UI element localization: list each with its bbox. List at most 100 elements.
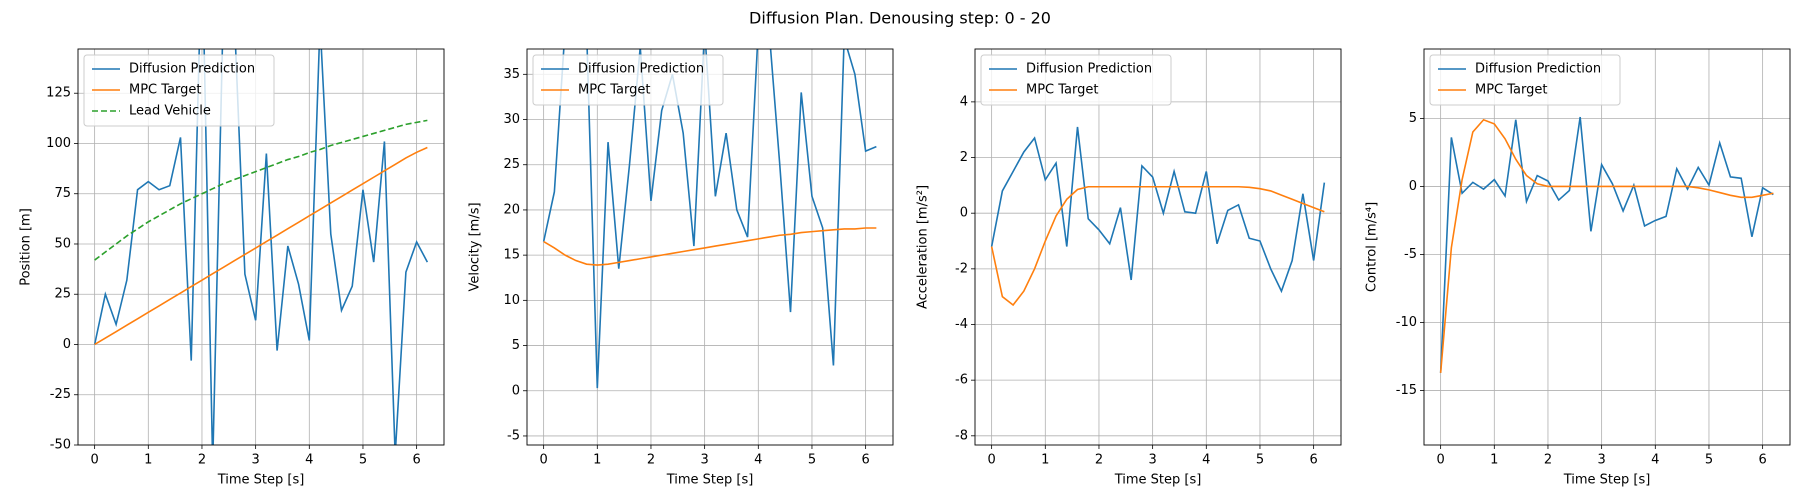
x-tick-label: 3 xyxy=(1597,453,1605,468)
y-tick-label: -50 xyxy=(50,438,71,453)
x-tick-label: 4 xyxy=(1651,453,1659,468)
legend-box xyxy=(532,54,724,106)
y-tick-label: 4 xyxy=(960,94,968,109)
plot-area xyxy=(1439,116,1774,373)
plot-area xyxy=(93,49,429,445)
legend-label: Lead Vehicle xyxy=(129,104,211,119)
y-tick-label: 50 xyxy=(54,236,71,251)
y-axis-label: Control [m/s⁴] xyxy=(1365,202,1380,292)
x-tick-label: 1 xyxy=(1041,453,1049,468)
axes-frame xyxy=(974,48,1342,446)
axes-frame xyxy=(77,48,445,446)
figure-title: Diffusion Plan. Denousing step: 0 - 20 xyxy=(749,9,1051,28)
legend-label: MPC Target xyxy=(1026,83,1098,98)
y-tick-label: -10 xyxy=(1396,315,1417,330)
series-line xyxy=(1439,116,1774,373)
y-tick-label: 2 xyxy=(960,150,968,165)
legend-label: MPC Target xyxy=(578,83,650,98)
series-line xyxy=(93,49,429,445)
x-tick-label: 4 xyxy=(1202,453,1210,468)
series-line xyxy=(990,126,1326,294)
x-tick-label: 3 xyxy=(1148,453,1156,468)
y-axis-label: Velocity [m/s] xyxy=(468,202,483,291)
legend-label: MPC Target xyxy=(129,83,201,98)
legend-label: Diffusion Prediction xyxy=(578,62,704,77)
x-tick-label: 2 xyxy=(1544,453,1552,468)
y-tick-label: -4 xyxy=(955,317,968,332)
legend-label: Diffusion Prediction xyxy=(1026,62,1152,77)
y-tick-label: -5 xyxy=(507,428,520,443)
y-tick-label: 125 xyxy=(46,86,71,101)
x-tick-label: 2 xyxy=(647,453,655,468)
x-tick-label: 2 xyxy=(1095,453,1103,468)
y-tick-label: 75 xyxy=(54,186,71,201)
plot-area xyxy=(542,49,877,389)
y-tick-label: -8 xyxy=(955,428,968,443)
x-tick-label: 6 xyxy=(861,453,869,468)
x-tick-label: 1 xyxy=(1490,453,1498,468)
y-tick-label: -2 xyxy=(955,261,968,276)
x-tick-label: 0 xyxy=(539,453,547,468)
y-tick-label: 0 xyxy=(960,206,968,221)
y-tick-label: 0 xyxy=(512,383,520,398)
x-tick-label: 2 xyxy=(198,453,206,468)
x-tick-label: 3 xyxy=(251,453,259,468)
legend-box xyxy=(83,54,275,127)
series-line xyxy=(542,49,877,389)
y-tick-label: -6 xyxy=(955,373,968,388)
subplot: 0 1 2 3 4 5 6 -15 -10 -5 0 5 Time Step [s] Control [m… xyxy=(1365,48,1791,488)
legend: Diffusion Prediction MPC Target xyxy=(532,54,724,106)
y-tick-label: 35 xyxy=(503,67,520,82)
y-tick-label: 20 xyxy=(503,202,520,217)
x-tick-label: 6 xyxy=(1758,453,1766,468)
axes-frame xyxy=(1423,48,1791,446)
legend-label: Diffusion Prediction xyxy=(1475,62,1601,77)
y-tick-label: 0 xyxy=(63,337,71,352)
legend-box xyxy=(980,54,1172,106)
x-tick-label: 1 xyxy=(593,453,601,468)
y-tick-label: 5 xyxy=(512,338,520,353)
y-tick-label: 25 xyxy=(503,157,520,172)
y-tick-label: 100 xyxy=(46,136,71,151)
x-axis-label: Time Step [s] xyxy=(1563,473,1651,488)
subplot: 0 1 2 3 4 5 6 -5 0 5 10 15 20 25 30 35 Time Step [s] Velo… xyxy=(468,48,894,488)
series-line xyxy=(990,185,1325,307)
y-tick-label: 5 xyxy=(1409,111,1417,126)
y-tick-label: 0 xyxy=(1409,179,1417,194)
x-tick-label: 5 xyxy=(808,453,816,468)
legend: Diffusion Prediction MPC Target xyxy=(980,54,1172,106)
series-line xyxy=(543,227,877,266)
series-line xyxy=(1439,118,1774,373)
y-tick-label: 15 xyxy=(503,248,520,263)
legend: Diffusion Prediction MPC Target Lead Vehic… xyxy=(83,54,275,127)
x-tick-label: 0 xyxy=(1436,453,1444,468)
y-tick-label: 25 xyxy=(54,287,71,302)
x-tick-label: 0 xyxy=(987,453,995,468)
series-line xyxy=(94,119,428,261)
legend-label: MPC Target xyxy=(1475,83,1547,98)
y-tick-label: -5 xyxy=(1404,247,1417,262)
legend-label: Diffusion Prediction xyxy=(129,62,255,77)
series-line xyxy=(94,146,428,346)
y-tick-label: 10 xyxy=(503,293,520,308)
x-tick-label: 5 xyxy=(359,453,367,468)
x-tick-label: 4 xyxy=(754,453,762,468)
x-axis-label: Time Step [s] xyxy=(217,473,305,488)
axes-frame xyxy=(526,48,894,446)
legend: Diffusion Prediction MPC Target xyxy=(1429,54,1621,106)
y-tick-label: -15 xyxy=(1396,383,1417,398)
x-axis-label: Time Step [s] xyxy=(1114,473,1202,488)
subplot: 0 1 2 3 4 5 6 -50 -25 0 25 50 75 100 125 Time Step [s] P… xyxy=(19,48,445,488)
y-axis-label: Acceleration [m/s²] xyxy=(916,185,931,309)
y-tick-label: 30 xyxy=(503,112,520,127)
x-tick-label: 4 xyxy=(305,453,313,468)
x-tick-label: 3 xyxy=(700,453,708,468)
y-axis-label: Position [m] xyxy=(19,208,34,286)
x-tick-label: 0 xyxy=(90,453,98,468)
x-tick-label: 6 xyxy=(412,453,420,468)
x-tick-label: 5 xyxy=(1256,453,1264,468)
x-tick-label: 5 xyxy=(1705,453,1713,468)
